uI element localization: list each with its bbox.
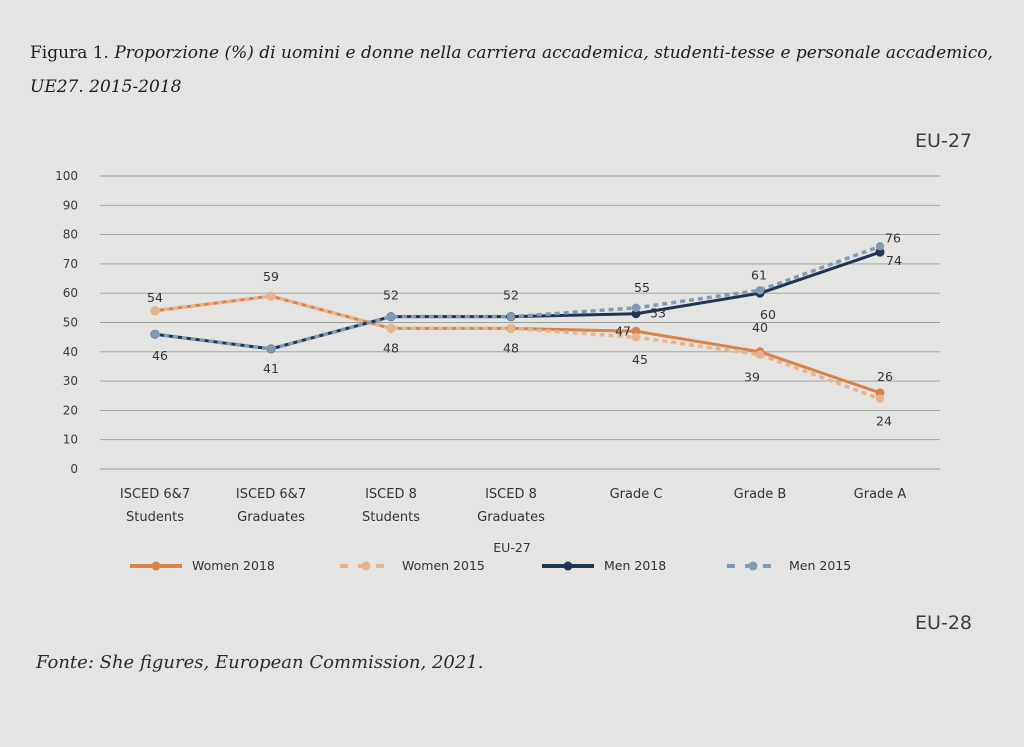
data-label: 26 [877, 369, 893, 384]
x-tick-label-line2: Students [126, 510, 184, 525]
source-note: Fonte: She figures, European Commission,… [36, 652, 484, 673]
x-tick-label: Grade C [610, 487, 663, 502]
y-tick-label: 20 [63, 403, 78, 417]
data-point [875, 242, 885, 251]
data-point [631, 303, 641, 313]
y-tick-label: 30 [63, 374, 78, 388]
x-tick-label-line2: Graduates [477, 510, 545, 525]
y-tick-label: 100 [55, 169, 78, 183]
data-label: 54 [147, 290, 163, 305]
data-point [755, 286, 765, 295]
data-label: 45 [632, 352, 648, 367]
legend-swatch-marker [361, 561, 371, 571]
data-label: 47 [615, 323, 631, 338]
data-label: 41 [263, 361, 279, 376]
data-label: 61 [751, 267, 767, 282]
data-point [266, 291, 276, 301]
data-point [266, 344, 276, 354]
x-tick-label: ISCED 6&7 [236, 487, 306, 502]
data-label: 60 [760, 307, 776, 322]
x-tick-label: ISCED 8 [365, 487, 417, 502]
data-point [386, 312, 396, 321]
legend-swatch-marker [748, 561, 758, 571]
data-label: 53 [650, 306, 666, 321]
figure-title-text: Proporzione (%) di uomini e donne nella … [30, 43, 993, 97]
data-label: 40 [752, 320, 768, 335]
x-tick-label: Grade B [734, 487, 787, 502]
legend-entry-label: Men 2018 [604, 558, 666, 573]
data-point [875, 247, 885, 257]
data-point [150, 306, 160, 315]
data-label: 52 [383, 288, 399, 303]
data-label: 55 [634, 280, 650, 295]
data-label: 48 [383, 340, 399, 355]
data-label: 74 [886, 253, 902, 268]
region-label-bottom: EU-28 [915, 612, 972, 634]
y-tick-label: 0 [70, 462, 78, 476]
x-axis: ISCED 6&7 Students ISCED 6&7 Graduates ISCED… [120, 487, 907, 525]
legend-entry-label: Men 2015 [789, 558, 851, 573]
legend-swatch-marker [563, 561, 573, 571]
y-tick-label: 90 [63, 198, 78, 212]
data-label: 46 [152, 348, 168, 363]
x-tick-label: ISCED 6&7 [120, 487, 190, 502]
data-point [631, 332, 641, 342]
legend-swatch-marker [151, 561, 161, 571]
data-label: 76 [885, 230, 901, 245]
chart-grid [100, 175, 940, 470]
data-label: 39 [744, 370, 760, 385]
data-label: 52 [503, 288, 519, 303]
data-point [631, 326, 641, 336]
data-label: 24 [876, 414, 892, 429]
legend-entry-label: Women 2015 [402, 558, 485, 573]
data-point [506, 324, 516, 333]
data-point [755, 350, 765, 359]
region-label-top: EU-27 [915, 130, 972, 152]
y-tick-label: 10 [63, 433, 78, 447]
data-label: 59 [263, 269, 279, 284]
chart-legend: EU-27 Women 2018 Women 2015 Men 2018 Men 201… [130, 540, 851, 573]
legend-entry-label: Women 2018 [192, 558, 275, 573]
data-point [386, 324, 396, 333]
x-tick-label-line2: Graduates [237, 510, 305, 525]
x-tick-label: Grade A [854, 487, 907, 502]
y-tick-label: 60 [63, 286, 78, 300]
data-point [506, 312, 516, 321]
data-point [631, 309, 641, 319]
data-label: 48 [503, 340, 519, 355]
data-point [150, 330, 160, 339]
y-tick-label: 40 [63, 345, 78, 359]
data-point [875, 388, 885, 398]
y-tick-label: 50 [63, 316, 78, 330]
figure-title: Figura 1. Proporzione (%) di uomini e do… [30, 36, 1010, 104]
y-tick-label: 70 [63, 257, 78, 271]
data-point [875, 394, 885, 403]
x-tick-label: ISCED 8 [485, 487, 537, 502]
chart-series [150, 242, 885, 403]
figure-label: Figura 1. [30, 43, 109, 63]
x-tick-label-line2: Students [362, 510, 420, 525]
legend-caption: EU-27 [493, 540, 530, 555]
y-tick-label: 80 [63, 228, 78, 242]
